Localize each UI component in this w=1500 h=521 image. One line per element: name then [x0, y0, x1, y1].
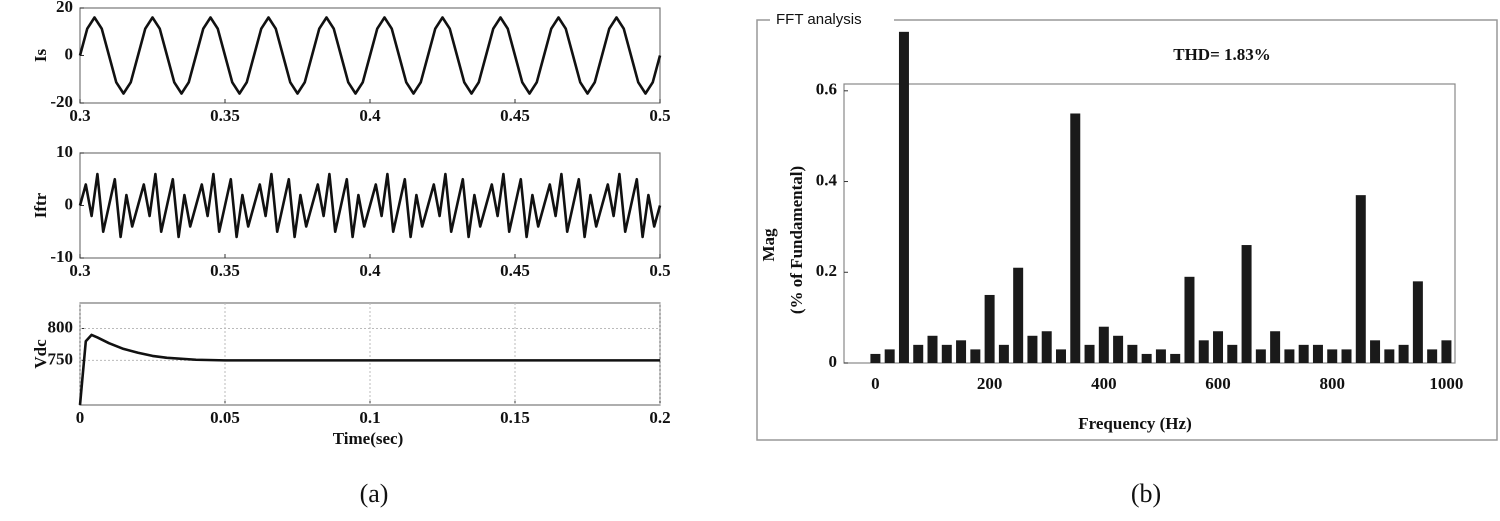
x-tick-label: 0.45 [500, 106, 530, 125]
y-tick-label: 20 [56, 0, 73, 16]
bar [1270, 331, 1281, 363]
bar [1141, 353, 1152, 363]
y-axis-label: Vdc [31, 339, 50, 369]
line [78, 333, 660, 406]
y-axis-label: Is [31, 49, 50, 63]
bar [870, 353, 881, 363]
bar [1170, 353, 1181, 363]
x-axis-label: Time(sec) [333, 429, 404, 448]
bar [1113, 335, 1124, 363]
bar [927, 335, 938, 363]
bar [1255, 349, 1266, 363]
bar [1341, 349, 1352, 363]
line [78, 16, 662, 95]
y-tick-label: -20 [50, 92, 73, 111]
y-tick-label: 10 [56, 142, 73, 161]
bar [970, 349, 981, 363]
x-tick-label: 0.05 [210, 408, 240, 427]
bar [1298, 344, 1309, 363]
y-axis-label: Iftr [31, 192, 50, 218]
y-tick-label: -10 [50, 247, 73, 266]
bar [1327, 349, 1338, 363]
x-tick-label: 0.35 [210, 106, 240, 125]
bar [913, 344, 924, 363]
bar [1055, 349, 1066, 363]
x-tick-label: 0.5 [649, 106, 670, 125]
bar [941, 344, 952, 363]
x-tick-label: 400 [1091, 374, 1117, 393]
x-tick-label: 0.3 [69, 261, 90, 280]
bar [1412, 281, 1423, 363]
bar [1084, 344, 1095, 363]
y-tick-label: 0.6 [816, 80, 837, 99]
title-gap [770, 10, 894, 30]
fft-frame [756, 19, 1498, 441]
x-tick-label: 0.15 [500, 408, 530, 427]
bar [1070, 113, 1081, 363]
bar [1441, 340, 1452, 363]
x-tick-label: 0.2 [649, 408, 670, 427]
bar [984, 294, 995, 363]
x-tick-label: 800 [1319, 374, 1345, 393]
bar [1384, 349, 1395, 363]
y-tick-label: 0 [65, 44, 74, 63]
bar [1355, 195, 1366, 363]
fft-title: FFT analysis [776, 11, 862, 28]
bar [1284, 349, 1295, 363]
y-tick-label: 750 [48, 349, 74, 368]
bar [1013, 267, 1024, 363]
bar [1213, 331, 1224, 363]
annotation: THD= 1.83% [1173, 45, 1271, 64]
x-tick-label: 0.5 [649, 261, 670, 280]
bar [1027, 335, 1038, 363]
x-tick-label: 600 [1205, 374, 1231, 393]
y-tick-label: 800 [48, 317, 74, 336]
y-axis-label: Mag [759, 228, 778, 262]
bar [1370, 340, 1381, 363]
y-tick-label: 0.4 [816, 170, 838, 189]
bar [998, 344, 1009, 363]
bar [1155, 349, 1166, 363]
bar [1427, 349, 1438, 363]
bar [884, 349, 895, 363]
x-tick-label: 0 [871, 374, 880, 393]
y-tick-label: 0 [829, 352, 838, 371]
x-tick-label: 200 [977, 374, 1003, 393]
x-tick-label: 0.3 [69, 106, 90, 125]
bar [1098, 326, 1109, 363]
bar [898, 31, 909, 364]
x-tick-label: 0.35 [210, 261, 240, 280]
y-tick-label: 0 [65, 194, 74, 213]
x-axis-label: Frequency (Hz) [1078, 414, 1191, 433]
bar [1398, 344, 1409, 363]
x-tick-label: 0.1 [359, 408, 380, 427]
caption: (b) [1131, 479, 1161, 508]
x-tick-label: 0 [76, 408, 85, 427]
x-tick-label: 0.4 [359, 261, 381, 280]
bar [1241, 245, 1252, 363]
x-tick-label: 0.45 [500, 261, 530, 280]
bar [1227, 344, 1238, 363]
y-tick-label: 0.2 [816, 261, 837, 280]
bar [1127, 344, 1138, 363]
caption: (a) [360, 479, 389, 508]
x-tick-label: 0.4 [359, 106, 381, 125]
bar [1312, 344, 1323, 363]
bar [1041, 331, 1052, 363]
y-axis-label: (% of Fundamental) [787, 166, 806, 314]
line [78, 172, 662, 239]
bar [956, 340, 967, 363]
bar [1198, 340, 1209, 363]
bar [1184, 276, 1195, 363]
x-tick-label: 1000 [1429, 374, 1463, 393]
plot-frame [79, 302, 661, 406]
